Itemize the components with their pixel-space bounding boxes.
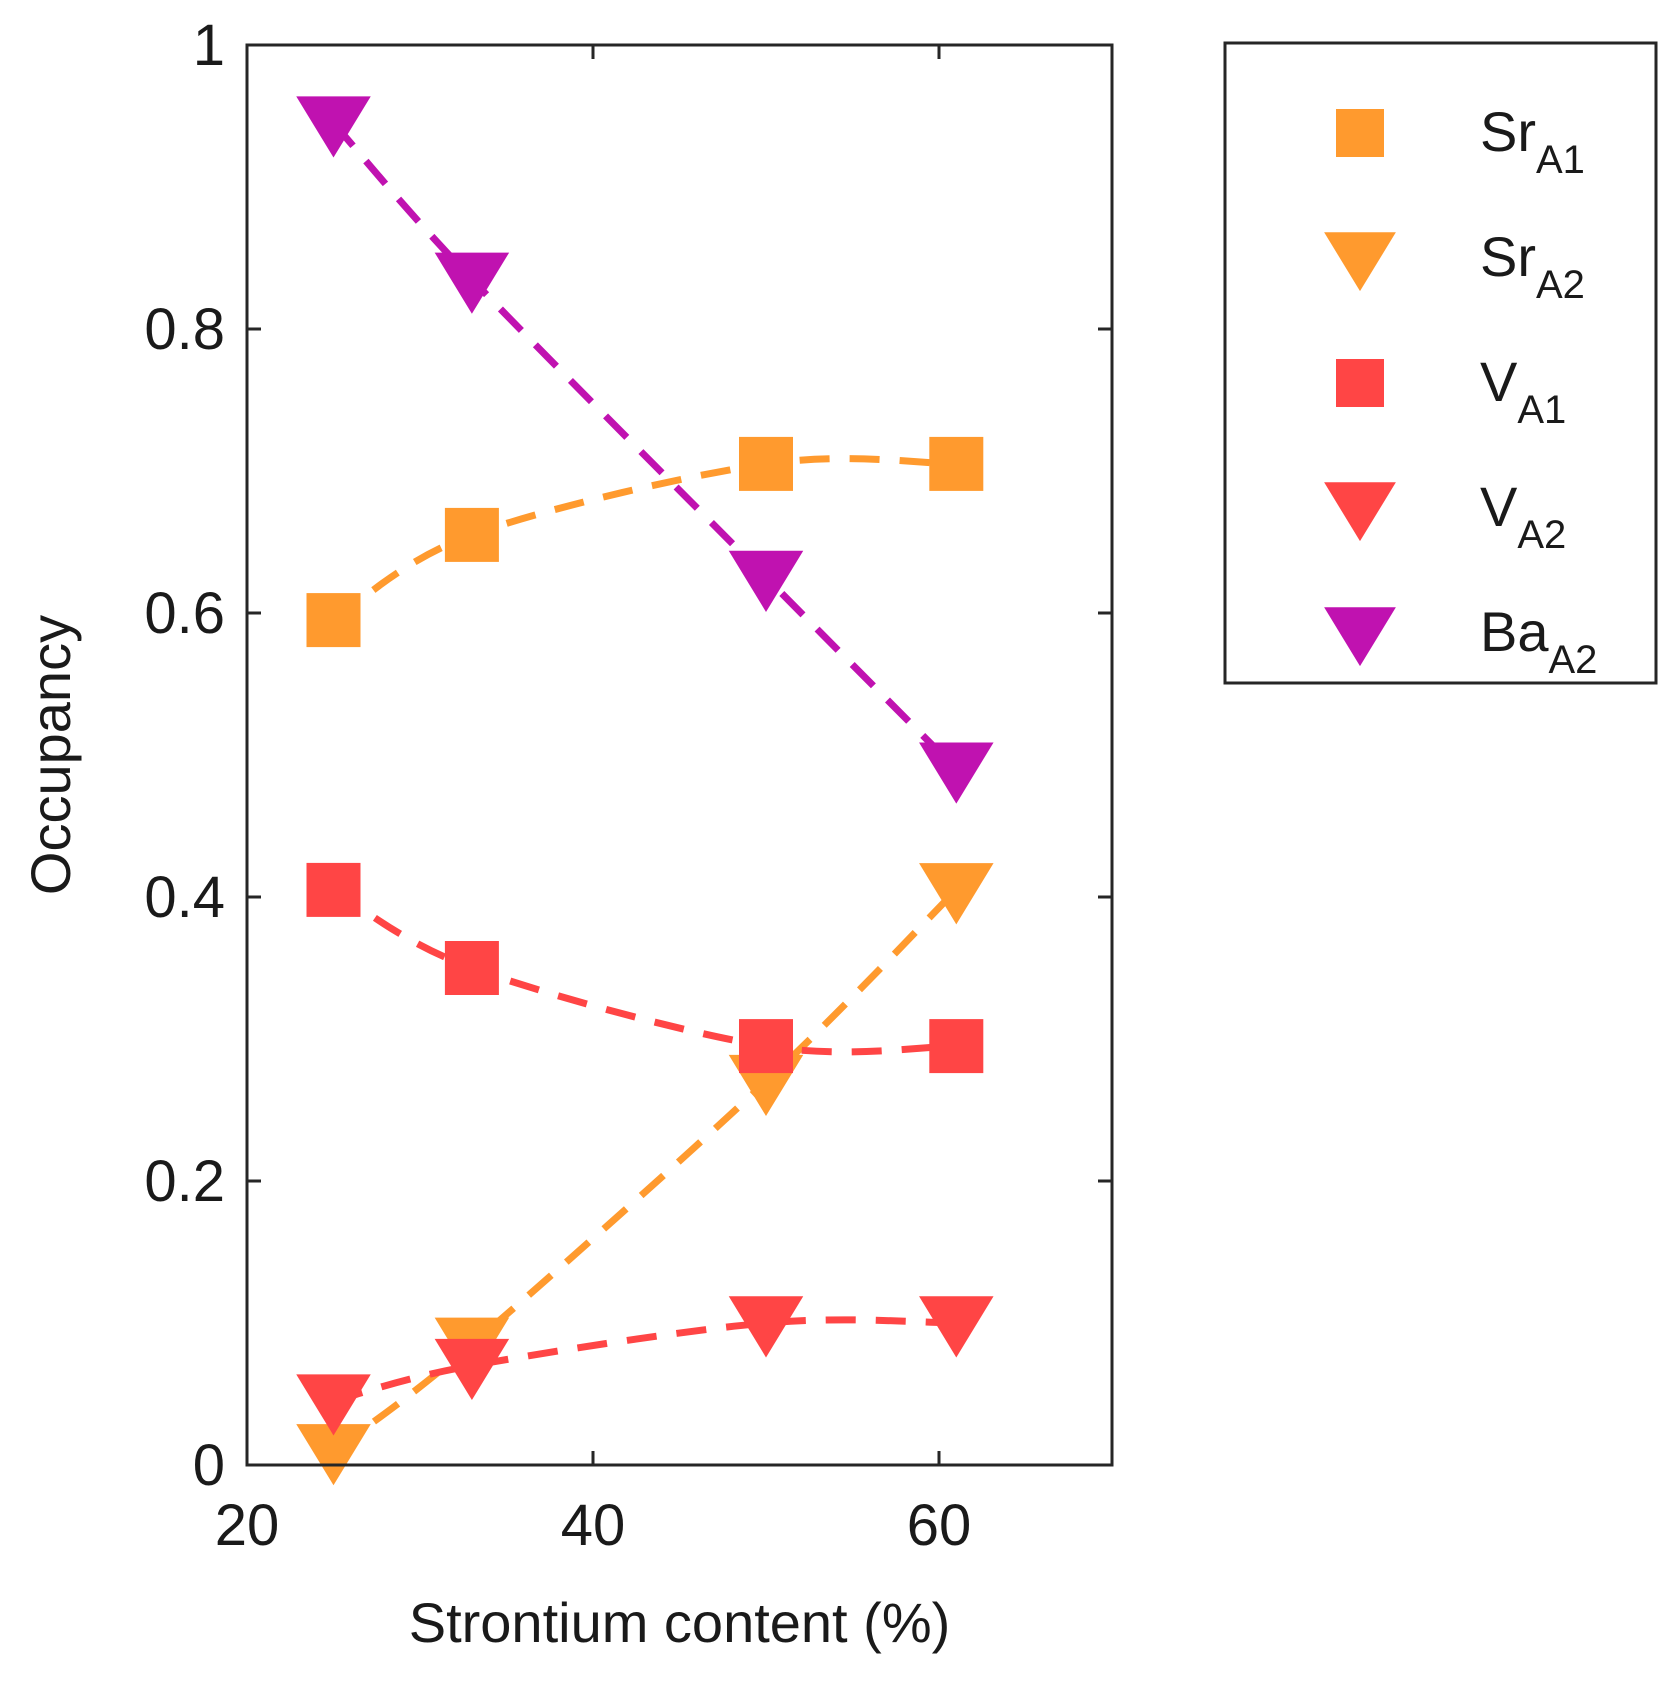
series-line-SrA1	[331, 455, 957, 624]
data-point-SrA2	[919, 863, 994, 925]
data-point-BaA2	[296, 96, 371, 158]
series-line-VA2	[332, 1316, 957, 1405]
legend-label-SrA1: SrA1	[1480, 100, 1585, 182]
x-tick-label: 20	[215, 1493, 280, 1558]
legend: SrA1 SrA2 VA1 VA2 BaA2	[1223, 41, 1658, 685]
data-point-BaA2	[919, 742, 994, 804]
series-markers	[296, 96, 994, 1486]
data-point-SrA2	[296, 1424, 371, 1486]
data-point-VA1	[929, 1019, 984, 1074]
axis-ticks: 20 40 60 0 0.2 0.4 0.6 0.8 1	[144, 13, 1112, 1558]
y-tick-label: 0.2	[144, 1149, 225, 1214]
data-point-BaA2	[434, 252, 510, 314]
y-tick-label: 0	[193, 1433, 225, 1498]
legend-marker-VA1	[1336, 359, 1384, 407]
x-axis-title: Strontium content (%)	[409, 1591, 951, 1654]
x-tick-label: 60	[907, 1493, 972, 1558]
series-lines	[330, 120, 959, 1454]
series-line-BaA2	[330, 120, 959, 772]
series-line-SrA2	[331, 887, 959, 1454]
legend-marker-BaA2	[1324, 607, 1396, 667]
y-tick-label: 0.6	[144, 581, 225, 646]
plot-frame	[245, 43, 1114, 1467]
data-point-VA2	[728, 1296, 804, 1358]
data-point-VA1	[739, 1019, 793, 1074]
legend-label-SrA2: SrA2	[1480, 225, 1585, 307]
data-point-VA2	[434, 1338, 510, 1401]
data-point-SrA1	[739, 436, 793, 491]
data-point-VA1	[306, 862, 361, 917]
data-point-VA2	[296, 1374, 371, 1436]
y-axis-title: Occupancy	[19, 615, 82, 895]
y-tick-label: 0.4	[144, 865, 225, 930]
data-point-VA1	[444, 941, 499, 995]
legend-marker-VA2	[1324, 482, 1396, 542]
legend-marker-SrA2	[1324, 232, 1396, 292]
data-point-SrA1	[929, 436, 984, 491]
x-tick-label: 40	[561, 1493, 626, 1558]
legend-box	[1223, 41, 1658, 685]
legend-marker-SrA1	[1336, 109, 1384, 157]
y-tick-label: 0.8	[144, 297, 225, 362]
y-tick-label: 1	[193, 13, 225, 78]
legend-label-VA1: VA1	[1480, 350, 1566, 432]
legend-label-BaA2: BaA2	[1480, 600, 1597, 682]
data-point-BaA2	[728, 550, 804, 612]
data-point-SrA1	[444, 507, 499, 562]
data-point-SrA1	[306, 593, 361, 648]
series-line-VA1	[331, 886, 957, 1056]
data-point-VA2	[919, 1296, 994, 1358]
legend-label-VA2: VA2	[1480, 475, 1566, 557]
